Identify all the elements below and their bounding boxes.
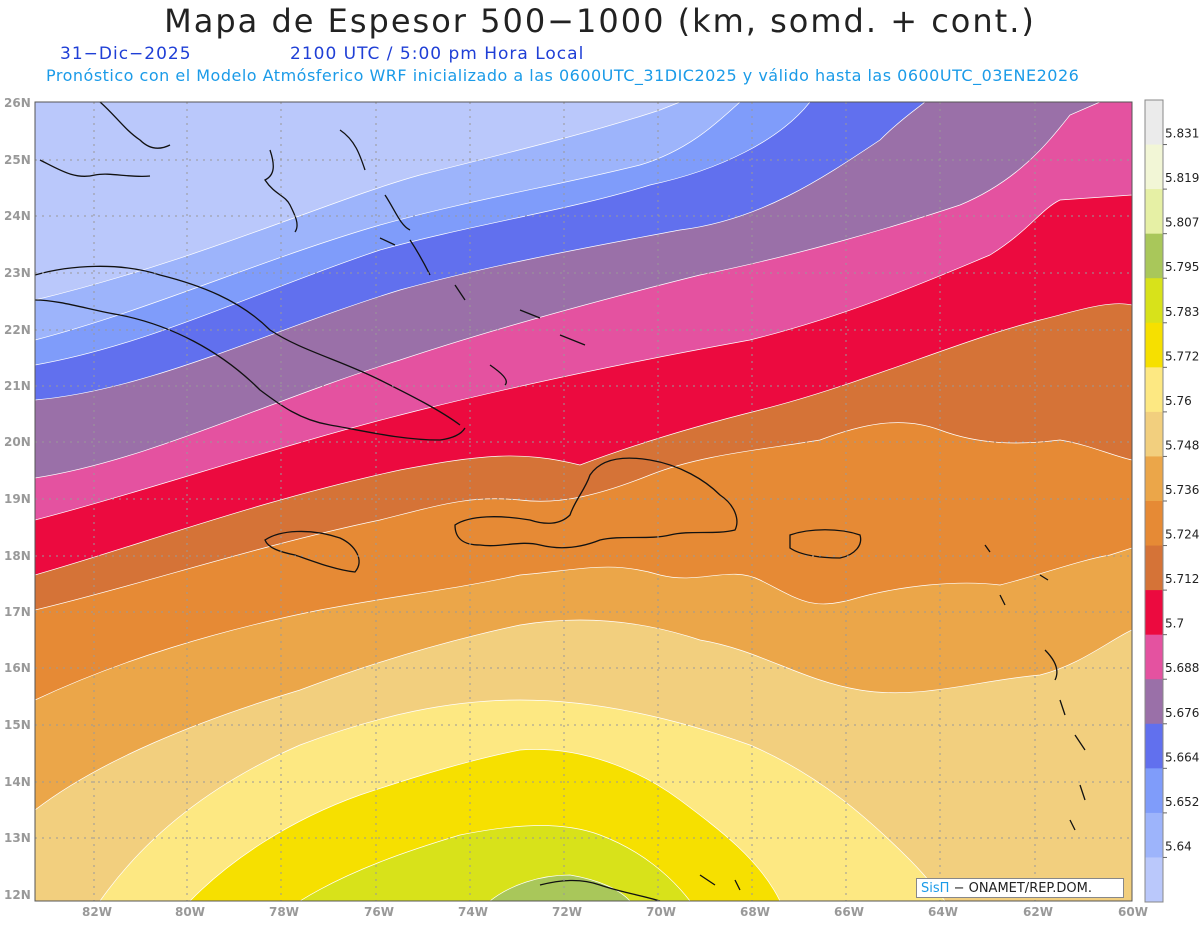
lon-label: 80W bbox=[175, 905, 205, 919]
florida-coast bbox=[39, 102, 171, 178]
colorbar-label: 5.688 bbox=[1165, 661, 1199, 675]
colorbar-label: 5.819 bbox=[1165, 171, 1199, 185]
lon-label: 64W bbox=[928, 905, 958, 919]
colorbar-label: 5.7 bbox=[1165, 617, 1184, 631]
colorbar-label: 5.807 bbox=[1165, 216, 1199, 230]
lat-label: 20N bbox=[4, 435, 31, 449]
lat-label: 16N bbox=[4, 661, 31, 675]
lat-label: 23N bbox=[4, 266, 31, 280]
colorbar-swatch bbox=[1145, 812, 1163, 858]
colorbar-label: 5.783 bbox=[1165, 305, 1199, 319]
hispaniola-coast bbox=[454, 457, 738, 549]
colorbar-swatch bbox=[1145, 545, 1163, 591]
colorbar-label: 5.664 bbox=[1165, 750, 1199, 764]
lat-label: 25N bbox=[4, 153, 31, 167]
forecast-label: Pronóstico con el Modelo Atmósferico WRF… bbox=[46, 66, 1080, 85]
credit-text: − ONAMET/REP.DOM. bbox=[953, 881, 1092, 896]
colorbar-label: 5.772 bbox=[1165, 349, 1199, 363]
puerto-rico-coast bbox=[789, 529, 862, 559]
colorbar-label: 5.795 bbox=[1165, 260, 1199, 274]
colorbar-label: 5.736 bbox=[1165, 483, 1199, 497]
lon-label: 72W bbox=[552, 905, 582, 919]
lon-axis: 82W 80W 78W 76W 74W 72W 70W 68W 66W 64W … bbox=[82, 905, 1148, 919]
colorbar-swatch bbox=[1145, 367, 1163, 413]
colorbar-label: 5.831 bbox=[1165, 127, 1199, 141]
lon-label: 62W bbox=[1023, 905, 1053, 919]
colorbar-label: 5.676 bbox=[1165, 706, 1199, 720]
map-frame bbox=[34, 101, 1133, 902]
band-5807 bbox=[489, 874, 631, 901]
cuba-coast bbox=[35, 265, 466, 441]
colorbar-swatch bbox=[1145, 233, 1163, 279]
lat-axis: 26N 25N 24N 23N 22N 21N 20N 19N 18N 17N … bbox=[4, 96, 31, 902]
lon-label: 70W bbox=[646, 905, 676, 919]
colorbar-swatch bbox=[1145, 501, 1163, 547]
colorbar-label: 5.712 bbox=[1165, 572, 1199, 586]
colorbar-swatch bbox=[1145, 456, 1163, 502]
lat-label: 14N bbox=[4, 775, 31, 789]
colorbar-swatch bbox=[1145, 857, 1163, 903]
lat-label: 17N bbox=[4, 605, 31, 619]
lat-label: 13N bbox=[4, 831, 31, 845]
colorbar-swatch bbox=[1145, 411, 1163, 457]
lat-label: 21N bbox=[4, 379, 31, 393]
graticule bbox=[35, 102, 1132, 901]
map-title: Mapa de Espesor 500−1000 (km, somd. + co… bbox=[164, 2, 1036, 40]
colorbar-swatch bbox=[1145, 322, 1163, 368]
colorbar-swatch bbox=[1145, 679, 1163, 725]
lat-label: 19N bbox=[4, 492, 31, 506]
south-america-coast bbox=[539, 874, 741, 901]
lat-label: 12N bbox=[4, 888, 31, 902]
coastlines bbox=[35, 102, 1086, 901]
colorbar-label: 5.76 bbox=[1165, 394, 1192, 408]
lon-label: 66W bbox=[834, 905, 864, 919]
lat-label: 24N bbox=[4, 209, 31, 223]
lat-label: 26N bbox=[4, 96, 31, 110]
colorbar-swatch bbox=[1145, 723, 1163, 769]
colorbar-label: 5.748 bbox=[1165, 438, 1199, 452]
colorbar-label: 5.724 bbox=[1165, 528, 1199, 542]
bahamas-islands bbox=[264, 129, 586, 386]
colorbar-swatch bbox=[1145, 768, 1163, 814]
lon-label: 82W bbox=[82, 905, 112, 919]
lat-label: 22N bbox=[4, 323, 31, 337]
sispi-logo: SisΠ bbox=[921, 881, 950, 896]
colorbar-label: 5.64 bbox=[1165, 839, 1192, 853]
lon-label: 78W bbox=[269, 905, 299, 919]
colorbar-swatch bbox=[1145, 278, 1163, 324]
colorbar: 5.831 5.819 5.807 5.795 5.783 5.772 5.76 5.748 5… bbox=[1144, 99, 1199, 903]
colorbar-swatch bbox=[1145, 100, 1163, 146]
lon-label: 68W bbox=[740, 905, 770, 919]
time-label: 2100 UTC / 5:00 pm Hora Local bbox=[290, 44, 585, 64]
colorbar-swatch bbox=[1145, 144, 1163, 190]
credit-box: SisΠ − ONAMET/REP.DOM. bbox=[916, 878, 1124, 898]
contour-bands bbox=[35, 102, 1132, 901]
lon-label: 60W bbox=[1118, 905, 1148, 919]
lon-label: 76W bbox=[364, 905, 394, 919]
lesser-antilles bbox=[984, 544, 1086, 831]
date-label: 31−Dic−2025 bbox=[60, 44, 192, 64]
lon-label: 74W bbox=[458, 905, 488, 919]
lat-label: 18N bbox=[4, 549, 31, 563]
colorbar-swatch bbox=[1145, 634, 1163, 680]
lat-label: 15N bbox=[4, 718, 31, 732]
jamaica-coast bbox=[264, 530, 360, 573]
colorbar-swatch bbox=[1145, 189, 1163, 235]
colorbar-swatch bbox=[1145, 590, 1163, 636]
colorbar-label: 5.652 bbox=[1165, 795, 1199, 809]
